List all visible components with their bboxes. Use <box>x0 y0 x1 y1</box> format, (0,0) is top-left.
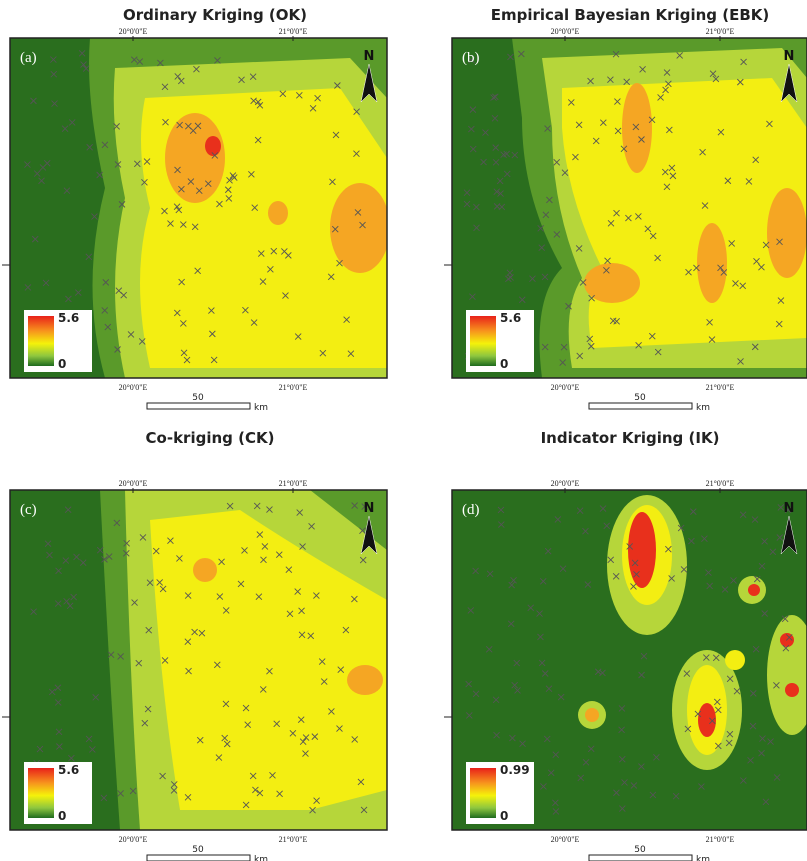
scale-bar <box>589 403 692 409</box>
north-label: N <box>364 501 375 516</box>
legend-max: 5.6 <box>500 311 521 325</box>
scale-unit: km <box>254 855 268 861</box>
hotspot <box>268 201 288 225</box>
scale-unit: km <box>696 403 710 413</box>
north-label: N <box>784 49 795 64</box>
legend-min: 0 <box>500 357 508 371</box>
hotspot <box>165 113 225 203</box>
top-coordinate: 20°0'0"E <box>119 479 148 488</box>
bottom-coordinate: 20°0'0"E <box>119 835 148 844</box>
legend-max: 5.6 <box>58 311 79 325</box>
top-coordinate: 20°0'0"E <box>551 479 580 488</box>
scale-distance: 50 <box>634 845 646 855</box>
hotspot <box>585 708 599 722</box>
legend-min: 0 <box>58 809 66 823</box>
scale-bar <box>147 403 250 409</box>
top-coordinate: 21°0'0"E <box>706 27 735 36</box>
hotspot <box>648 606 666 624</box>
scale-unit: km <box>254 403 268 413</box>
hotspot <box>785 683 799 697</box>
bottom-coordinate: 20°0'0"E <box>551 383 580 392</box>
top-coordinate: 21°0'0"E <box>279 479 308 488</box>
top-coordinate: 20°0'0"E <box>551 27 580 36</box>
panel-label: (d) <box>462 502 480 518</box>
top-coordinate: 21°0'0"E <box>706 479 735 488</box>
legend-max: 0.99 <box>500 763 530 777</box>
bottom-coordinate: 21°0'0"E <box>706 835 735 844</box>
hotspot <box>767 188 807 278</box>
hotspot <box>697 223 727 303</box>
hotspot <box>748 584 760 596</box>
north-label: N <box>784 501 795 516</box>
hotspot <box>347 665 383 695</box>
scale-distance: 50 <box>192 393 204 403</box>
panel-label: (c) <box>20 502 37 518</box>
legend-min: 0 <box>500 809 508 823</box>
panel-title: Ordinary Kriging (OK) <box>123 6 307 24</box>
figure: Ordinary Kriging (OK) (a) N 20°0'0"E 20°0'0"… <box>0 0 807 861</box>
hotspot <box>725 650 745 670</box>
panel-title: Empirical Bayesian Kriging (EBK) <box>491 6 770 24</box>
bottom-coordinate: 21°0'0"E <box>279 835 308 844</box>
top-coordinate: 20°0'0"E <box>119 27 148 36</box>
legend-ramp <box>470 768 496 818</box>
scale-distance: 50 <box>634 393 646 403</box>
legend-max: 5.6 <box>58 763 79 777</box>
legend-ramp <box>470 316 496 366</box>
hotspot <box>628 512 656 588</box>
legend-min: 0 <box>58 357 66 371</box>
bottom-coordinate: 20°0'0"E <box>119 383 148 392</box>
north-label: N <box>364 49 375 64</box>
panel-title: Indicator Kriging (IK) <box>541 429 720 447</box>
bottom-coordinate: 21°0'0"E <box>706 383 735 392</box>
panel-title: Co-kriging (CK) <box>146 429 275 447</box>
bottom-coordinate: 21°0'0"E <box>279 383 308 392</box>
scale-distance: 50 <box>192 845 204 855</box>
top-coordinate: 21°0'0"E <box>279 27 308 36</box>
scale-bar <box>589 855 692 861</box>
hotspot <box>193 558 217 582</box>
panel-label: (a) <box>20 50 37 66</box>
panel-label: (b) <box>462 50 480 66</box>
scale-unit: km <box>696 855 710 861</box>
bottom-coordinate: 20°0'0"E <box>551 835 580 844</box>
legend-ramp <box>28 768 54 818</box>
scale-bar <box>147 855 250 861</box>
legend-ramp <box>28 316 54 366</box>
